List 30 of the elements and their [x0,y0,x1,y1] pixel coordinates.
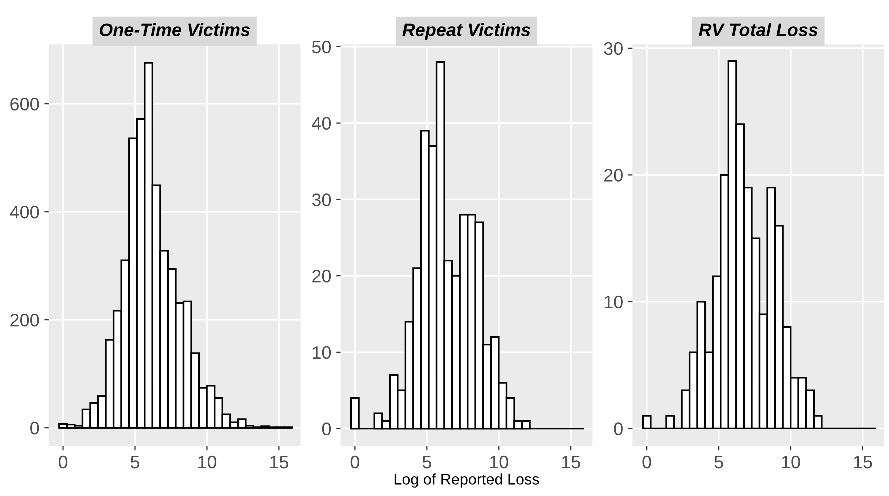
x-tick-label: 0 [642,456,652,469]
x-tick-label: 0 [350,456,360,469]
y-tick-label: 40 [312,117,332,130]
chart-title: One-Time Victims [100,23,250,36]
chart-title: Repeat Victims [402,23,530,40]
x-tick-label: 5 [422,456,432,469]
y-tick-label: 30 [604,42,623,56]
x-tick-label: 5 [130,456,140,469]
x-tick-label: 10 [782,456,800,469]
x-tick-label: 15 [270,456,288,469]
x-tick-label: 15 [562,456,580,469]
y-tick-label: 0 [614,422,623,436]
y-tick-label: 10 [604,296,623,309]
y-tick-label: 0 [322,422,332,436]
y-tick-label: 30 [312,194,332,206]
chart-title: RV Total Loss [699,23,818,36]
x-tick-label: 0 [58,456,68,469]
x-tick-label: 5 [714,456,724,469]
x-axis-title: Log of Reported Loss [394,474,540,488]
y-tick-label: 400 [10,206,40,219]
y-tick-label: 20 [604,169,623,182]
x-tick-label: 15 [854,456,872,469]
y-tick-label: 20 [312,270,332,283]
x-tick-label: 10 [490,456,508,469]
x-tick-label: 10 [198,456,217,469]
y-tick-label: 600 [10,98,40,111]
y-tick-label: 50 [312,40,332,54]
y-tick-label: 200 [10,314,40,327]
y-tick-label: 0 [30,422,40,435]
y-tick-label: 10 [313,346,332,360]
